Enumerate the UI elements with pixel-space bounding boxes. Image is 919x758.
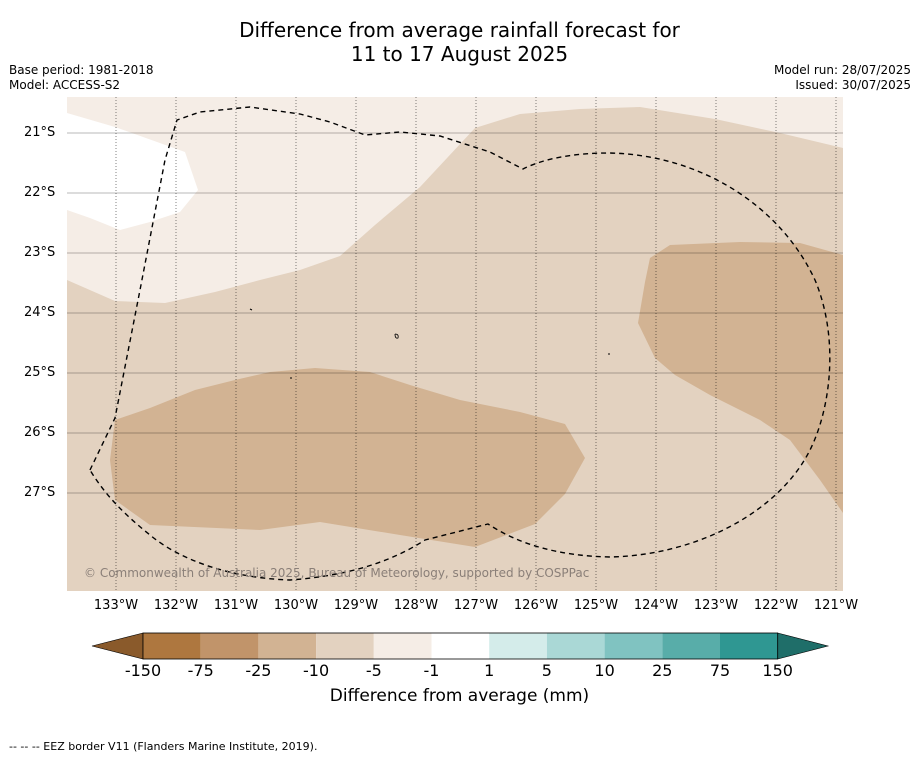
lon-label: 125°W [573, 598, 619, 613]
lat-label: 23°S [24, 245, 56, 260]
lon-label: 121°W [813, 598, 859, 613]
colorbar-segment [200, 633, 259, 659]
title-line-1: Difference from average rainfall forecas… [239, 18, 680, 42]
lat-label: 21°S [24, 125, 56, 140]
colorbar-tick-label: 150 [762, 661, 793, 680]
colorbar [91, 632, 830, 660]
colorbar-left-arrow [91, 632, 144, 660]
lon-label: 128°W [393, 598, 439, 613]
lon-label: 130°W [273, 598, 319, 613]
colorbar-tick-label: -75 [187, 661, 214, 680]
colorbar-segment [373, 633, 432, 659]
model-run: Model run: 28/07/2025 [773, 63, 911, 77]
colorbar-right-arrow [777, 632, 830, 660]
anomaly-region-minus10-west [110, 368, 585, 547]
colorbar-segment [258, 633, 317, 659]
colorbar-segment [546, 633, 605, 659]
lat-label: 27°S [24, 485, 56, 500]
lon-label: 124°W [633, 598, 679, 613]
colorbar-tick-label: -5 [365, 661, 382, 680]
issued-date: Issued: 30/07/2025 [795, 78, 911, 92]
lat-label: 26°S [24, 425, 56, 440]
lon-label: 131°W [213, 598, 259, 613]
lon-label: 126°W [513, 598, 559, 613]
colorbar-tick-label: -1 [423, 661, 440, 680]
latitude-gridlines [67, 132, 843, 494]
lat-label: 25°S [24, 365, 56, 380]
lat-label: 24°S [24, 305, 56, 320]
colorbar-segment [489, 633, 547, 659]
colorbar-segment [662, 633, 720, 659]
lon-label: 123°W [693, 598, 739, 613]
run-info: Model run: 28/07/2025 Issued: 30/07/2025 [774, 63, 911, 93]
lat-label: 22°S [24, 185, 56, 200]
anomaly-region-minus1 [67, 97, 843, 303]
eez-border [89, 106, 831, 581]
colorbar-tick-label: 5 [541, 661, 552, 680]
colorbar-tick-label: 25 [652, 661, 673, 680]
chart-title: Difference from average rainfall forecas… [0, 18, 919, 66]
colorbar-title: Difference from average (mm) [329, 686, 590, 706]
anomaly-region-minus10-east [638, 242, 843, 513]
lon-label: 127°W [453, 598, 499, 613]
lon-label: 132°W [153, 598, 199, 613]
colorbar-tick-label: 10 [594, 661, 615, 680]
colorbar-segment [604, 633, 663, 659]
colorbar-segment [431, 633, 490, 659]
colorbar-tick-label: 75 [709, 661, 731, 680]
lon-label: 133°W [93, 598, 139, 613]
colorbar-tick-label: -150 [124, 661, 162, 680]
longitude-gridlines [115, 97, 837, 591]
eez-legend-note: -- -- -- EEZ border V11 (Flanders Marine… [9, 740, 318, 753]
small-contour-mark [394, 333, 399, 339]
colorbar-tick-label: 1 [484, 661, 495, 680]
colorbar-segment [143, 633, 201, 659]
colorbar-tick-label: -25 [245, 661, 272, 680]
colorbar-tick-label: -10 [303, 661, 330, 680]
base-period: Base period: 1981-2018 [9, 63, 154, 77]
lon-label: 129°W [333, 598, 379, 613]
model-name: Model: ACCESS-S2 [9, 78, 121, 92]
colorbar-segment [316, 633, 374, 659]
colorbar-segment [720, 633, 778, 659]
anomaly-region-neutral [67, 113, 198, 230]
title-line-2: 11 to 17 August 2025 [350, 42, 569, 66]
lon-label: 122°W [753, 598, 799, 613]
copyright-notice: © Commonwealth of Australia 2025, Bureau… [84, 566, 590, 580]
model-info: Base period: 1981-2018 Model: ACCESS-S2 [9, 63, 154, 93]
